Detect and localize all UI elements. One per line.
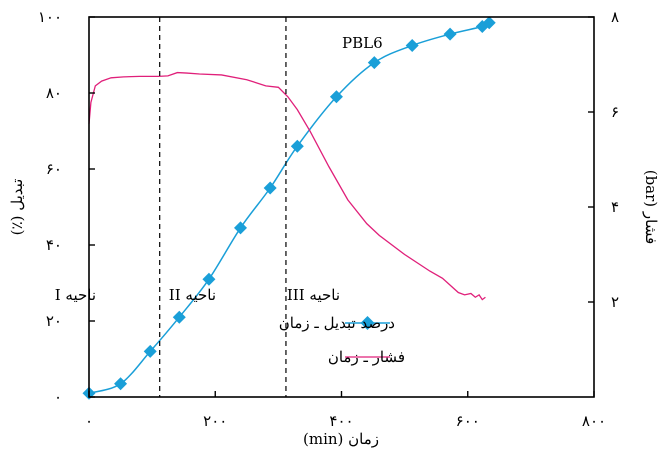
data-point — [290, 139, 304, 153]
x-tick-label: ۲۰۰ — [203, 412, 227, 430]
y-right-tick-label: ۶ — [611, 103, 619, 121]
region-dividers — [159, 17, 287, 397]
data-point — [114, 377, 128, 391]
region-label-2: ناحیه II — [169, 286, 216, 304]
y-right-tick-label: ۴ — [611, 198, 619, 216]
data-point — [143, 344, 157, 358]
y-right-axis-title: فشار (bar) — [642, 170, 660, 245]
y-right-tick-label: ۲ — [611, 293, 619, 311]
y-left-tick-label: ۱۰۰ — [38, 8, 62, 26]
legend: درصد تبدیل ـ زمان فشار ـ زمان — [279, 314, 405, 366]
data-point — [482, 16, 496, 30]
region-label-3: ناحیه III — [287, 286, 340, 304]
data-point — [443, 27, 457, 41]
y-left-tick-label: ۶۰ — [46, 160, 62, 178]
data-point — [234, 221, 247, 235]
data-point — [329, 90, 343, 104]
chart-annotation: PBL6 — [342, 34, 383, 52]
data-point — [367, 56, 381, 70]
legend-conversion-marker — [360, 316, 375, 330]
series-layer — [82, 16, 496, 400]
y-right-tick-label: ۸ — [611, 8, 619, 26]
series-line-pressure — [88, 71, 486, 301]
data-point — [202, 272, 216, 286]
data-point — [263, 181, 277, 195]
x-tick-label: ۶۰۰ — [456, 412, 480, 430]
x-tick-label: ۴۰۰ — [329, 412, 353, 430]
data-point — [172, 310, 186, 324]
y-left-tick-label: ۲۰ — [46, 312, 62, 330]
plot-frame — [88, 16, 595, 398]
y-left-tick-label: ۰ — [54, 388, 62, 406]
series-line-conversion — [88, 22, 490, 394]
x-axis-title: زمان (min) — [303, 430, 379, 448]
y-left-axis-title: تبدیل (٪) — [8, 179, 26, 236]
x-tick-label: ۰ — [85, 412, 93, 430]
region-label-1: ناحیه I — [55, 286, 96, 304]
y-left-tick-label: ۴۰ — [46, 236, 62, 254]
ticks: ۰ ۲۰۰ ۴۰۰ ۶۰۰ ۸۰۰ ۰ ۲۰ ۴۰ ۶۰ ۸۰ ۱۰۰ ۲ ۴ ۶ ۸ — [38, 8, 619, 430]
y-left-tick-label: ۸۰ — [46, 84, 62, 102]
legend-pressure-label: فشار ـ زمان — [328, 348, 405, 366]
x-tick-label: ۸۰۰ — [582, 412, 606, 430]
data-point — [405, 39, 419, 52]
legend-conversion-label: درصد تبدیل ـ زمان — [279, 314, 395, 332]
